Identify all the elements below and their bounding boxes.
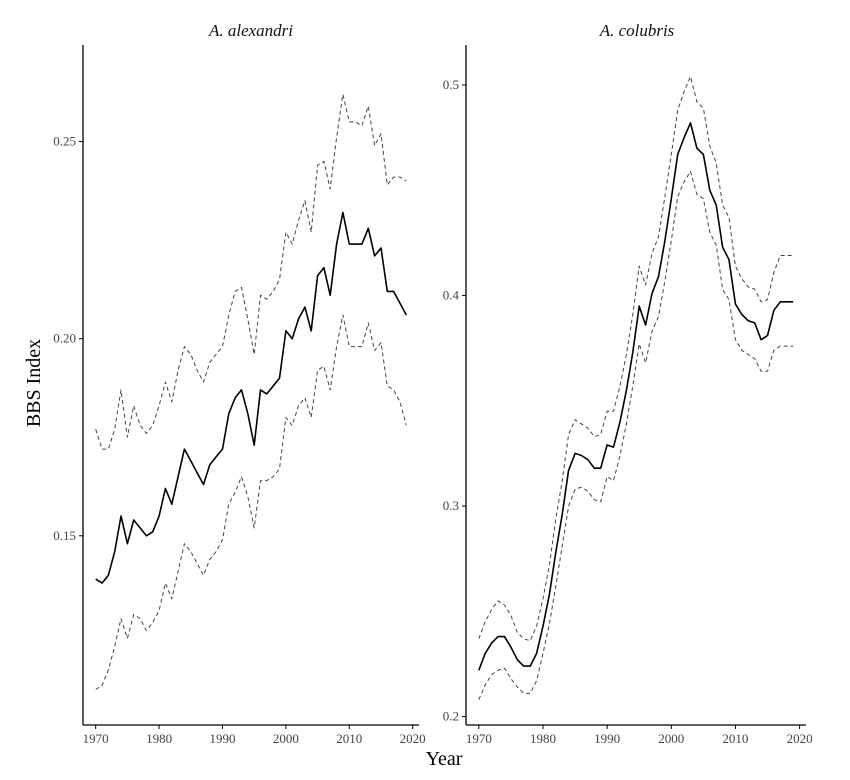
x-tick-label: 1980 [146, 731, 172, 746]
y-tick-label: 0.3 [443, 498, 459, 513]
x-tick-label: 2020 [787, 731, 813, 746]
x-tick-label: 2010 [336, 731, 362, 746]
x-tick-label: 1970 [466, 731, 492, 746]
x-tick-label: 2020 [400, 731, 426, 746]
series-line-lower-ci [95, 314, 407, 690]
x-tick-label: 2010 [722, 731, 748, 746]
series-line-upper-ci [478, 76, 794, 642]
y-tick-label: 0.20 [53, 331, 76, 346]
y-tick-label: 0.25 [53, 134, 76, 149]
x-tick-label: 1980 [530, 731, 556, 746]
x-tick-label: 2000 [273, 731, 299, 746]
series-line-lower-ci [478, 170, 794, 700]
y-axis-title: BBS Index [23, 339, 45, 427]
panel-title-alexandri: A. alexandri [208, 21, 293, 40]
plot-area-colubris: 0.2 0.3 0.4 0.5 1970 1980 1990 2000 2010 2020 [443, 45, 813, 746]
series-line-upper-ci [95, 93, 407, 450]
y-tick-label: 0.2 [443, 709, 459, 724]
panel-alexandri: A. alexandri 0.15 0.20 0.25 1970 1980 1990 200… [53, 21, 425, 746]
y-tick-label: 0.5 [443, 77, 459, 92]
x-tick-label: 1990 [209, 731, 235, 746]
plot-area-alexandri: 0.15 0.20 0.25 1970 1980 1990 2000 2010 2020 [53, 45, 426, 746]
y-tick-label: 0.15 [53, 528, 76, 543]
panel-colubris: A. colubris 0.2 0.3 0.4 0.5 1970 1980 1990 2000… [443, 21, 813, 746]
panel-title-colubris: A. colubris [599, 21, 675, 40]
x-axis-title: Year [426, 748, 463, 770]
x-tick-label: 1990 [594, 731, 620, 746]
series-line-estimate [478, 122, 794, 671]
y-tick-label: 0.4 [443, 288, 460, 303]
x-tick-label: 1970 [83, 731, 109, 746]
series-line-estimate [95, 211, 408, 584]
x-tick-label: 2000 [658, 731, 684, 746]
